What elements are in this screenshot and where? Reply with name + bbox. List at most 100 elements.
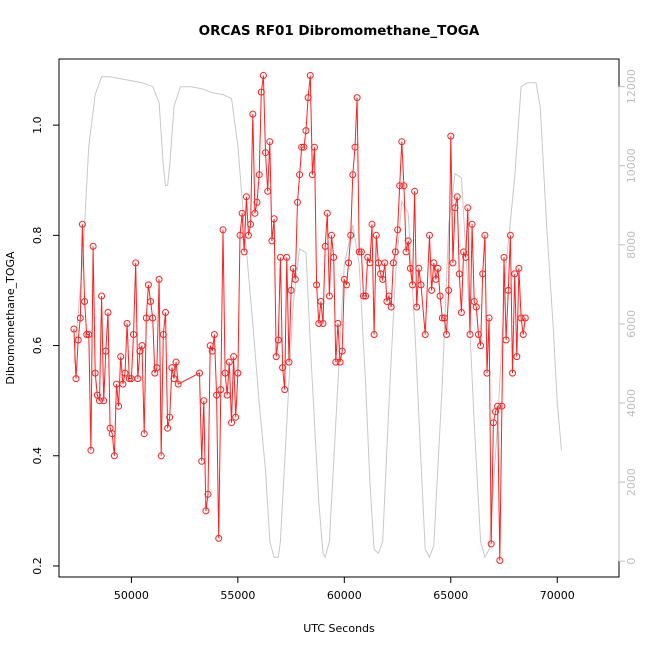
data-point <box>323 209 331 217</box>
data-point <box>215 534 223 542</box>
data-point <box>368 220 376 228</box>
data-point <box>115 402 123 410</box>
data-point <box>387 303 395 311</box>
data-point <box>81 298 89 305</box>
data-point <box>457 309 465 316</box>
data-point <box>223 391 231 399</box>
data-point <box>245 231 252 239</box>
data-point <box>119 380 127 388</box>
data-point <box>238 209 246 217</box>
data-point <box>196 369 203 377</box>
data-point <box>102 347 110 355</box>
data-point <box>308 171 316 179</box>
y2-tick-label: 8000 <box>625 231 638 259</box>
data-point <box>509 369 516 377</box>
data-point <box>72 375 80 383</box>
data-point <box>134 375 142 383</box>
data-point <box>236 231 244 239</box>
data-point <box>289 264 297 272</box>
data-point <box>349 171 357 179</box>
x-tick-label: 70000 <box>540 589 575 602</box>
data-point <box>164 424 172 432</box>
data-point <box>381 259 389 267</box>
data-point <box>100 397 108 405</box>
y-axis: 0.2 0.4 0.6 0.8 1.0 <box>31 116 59 575</box>
x-axis: 50000 55000 60000 65000 70000 <box>114 577 575 602</box>
data-point <box>438 314 446 322</box>
data-point <box>217 386 225 394</box>
data-point <box>253 198 261 206</box>
data-point <box>172 358 180 366</box>
data-point <box>155 275 163 283</box>
data-point <box>287 286 295 294</box>
y-tick-label: 0.6 <box>31 337 44 355</box>
data-point <box>98 292 106 300</box>
data-point <box>213 391 221 399</box>
x-tick-label: 60000 <box>327 589 362 602</box>
data-point <box>330 253 338 261</box>
data-point <box>321 242 329 250</box>
data-point <box>78 220 86 228</box>
data-point <box>355 248 363 256</box>
data-point <box>428 286 436 294</box>
data-point <box>232 413 240 421</box>
data-point <box>302 127 310 135</box>
data-point <box>317 298 325 305</box>
data-point <box>291 275 299 283</box>
data-point <box>500 253 508 261</box>
data-point <box>521 314 529 322</box>
data-point <box>123 320 131 327</box>
data-point <box>366 259 374 267</box>
data-point <box>76 314 84 322</box>
data-point <box>74 336 82 344</box>
data-point <box>208 347 216 355</box>
data-point <box>266 138 274 146</box>
data-point <box>519 331 527 338</box>
data-point <box>485 314 493 322</box>
y2-tick-label: 4000 <box>625 389 638 417</box>
data-point <box>117 353 125 361</box>
data-point <box>225 358 233 366</box>
data-point <box>96 397 103 405</box>
data-point <box>304 94 312 102</box>
data-point <box>479 270 487 278</box>
data-point <box>517 314 525 322</box>
data-point <box>506 231 514 239</box>
data-point <box>362 292 370 300</box>
data-point <box>70 325 78 333</box>
data-point <box>351 143 359 151</box>
data-point <box>281 386 289 394</box>
y-tick-label: 1.0 <box>31 116 44 133</box>
data-point <box>300 143 308 151</box>
data-point <box>140 430 148 438</box>
data-point <box>228 419 235 427</box>
data-point <box>259 72 267 79</box>
data-point <box>240 248 248 256</box>
data-point <box>409 281 416 289</box>
data-point <box>104 309 112 316</box>
chart-title: ORCAS RF01 Dibromomethane_TOGA <box>199 23 480 39</box>
x-tick-label: 65000 <box>433 589 468 602</box>
data-point <box>89 242 97 250</box>
data-point <box>468 220 476 228</box>
data-point <box>294 198 301 206</box>
data-point <box>400 182 408 190</box>
data-point <box>389 259 397 267</box>
data-point <box>230 353 238 361</box>
data-point <box>402 248 410 256</box>
data-point <box>262 149 269 157</box>
data-point <box>426 231 433 239</box>
data-point <box>394 226 402 234</box>
data-point <box>417 281 425 289</box>
data-point <box>432 275 440 283</box>
data-point <box>504 286 512 294</box>
data-point <box>332 358 340 366</box>
data-point <box>515 264 523 272</box>
data-point <box>132 259 140 267</box>
data-point <box>91 369 99 377</box>
data-point <box>110 452 118 460</box>
data-point <box>502 336 510 344</box>
data-point <box>234 369 242 377</box>
data-point <box>413 303 421 311</box>
data-point <box>489 419 497 427</box>
